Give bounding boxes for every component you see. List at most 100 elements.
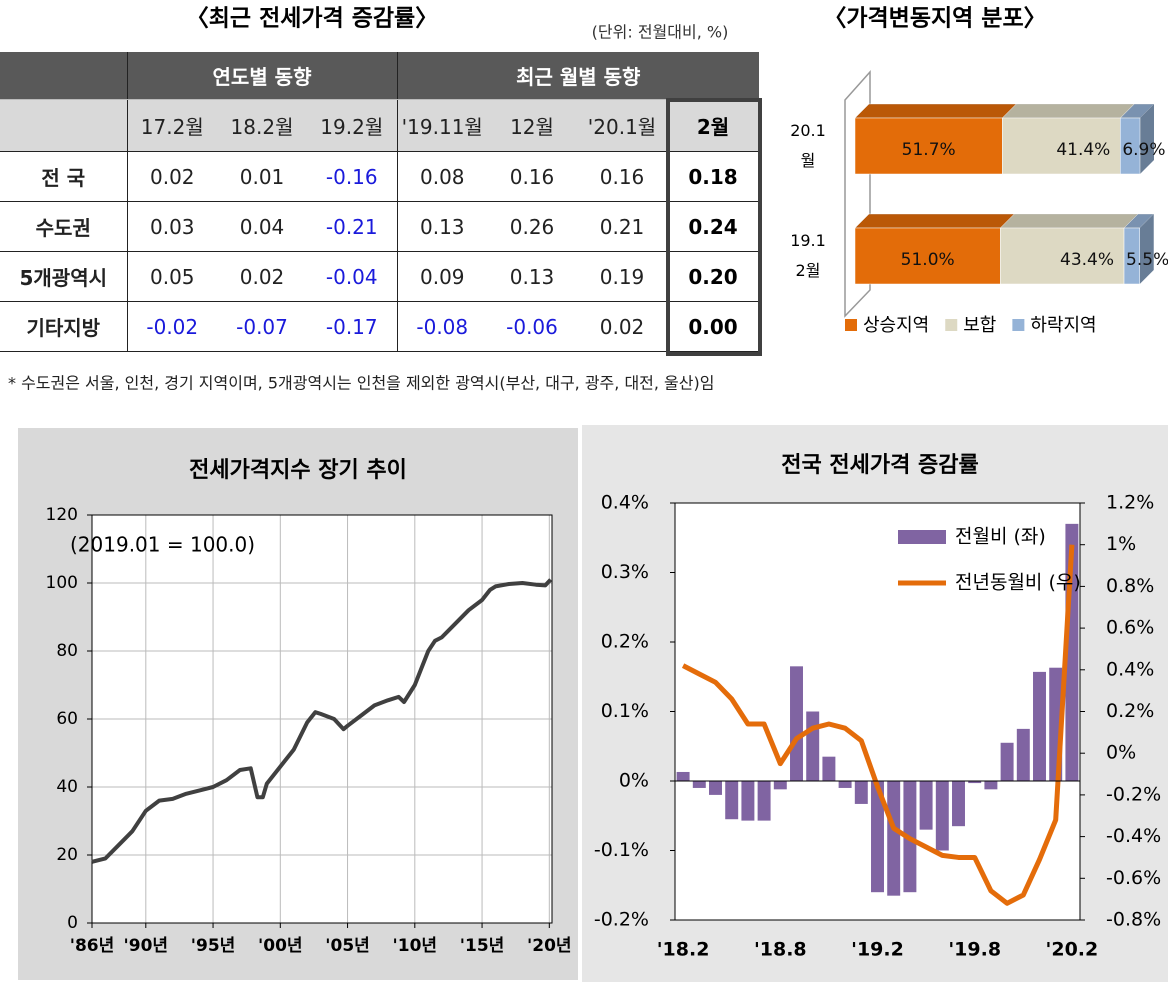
bar-top-shade [1124, 214, 1154, 228]
x-tick-label: '86년 [70, 936, 115, 956]
column-header: '19.11월 [397, 99, 487, 152]
table-cell: -0.02 [127, 301, 217, 352]
data-label: 6.9% [1122, 140, 1165, 160]
table-cell: 0.13 [487, 251, 577, 302]
legend-label: 하락지역 [1030, 315, 1096, 336]
plot-border [674, 502, 1081, 921]
table-cell: -0.16 [307, 151, 398, 202]
column-header-row: 17.2월 18.2월 19.2월 '19.11월 12월 '20.1월 2월 [0, 99, 759, 152]
blank-cell [0, 99, 128, 152]
legend-label: 상승지역 [863, 315, 929, 336]
bar [854, 117, 1003, 175]
y2-tick-label: -0.6% [1106, 867, 1161, 889]
bar [790, 666, 803, 781]
category-label: 20.1월 [790, 121, 826, 170]
table-cell: 0.05 [127, 251, 217, 302]
x-tick-label: '18.2 [657, 939, 710, 961]
table-cell: 0.09 [397, 251, 487, 302]
x-tick-label: '19.2 [851, 939, 904, 961]
line [681, 544, 1075, 906]
bar-side-shade [1139, 214, 1154, 284]
column-header: 2월 [667, 99, 759, 152]
bar-top-shade [855, 104, 1017, 118]
y-tick-label: 20 [56, 845, 78, 865]
table-cell: 0.02 [577, 301, 667, 352]
x-tick-label: '20.2 [1046, 939, 1099, 961]
bar-top-shade [1002, 104, 1135, 118]
legend-swatch [845, 319, 857, 331]
data-label: 41.4% [1056, 140, 1110, 160]
x-tick-label: '15년 [460, 936, 505, 956]
bar [773, 781, 787, 790]
table-title: 〈최근 전세가격 증감률〉 [186, 6, 438, 32]
bar [838, 781, 852, 788]
bar-side [1140, 104, 1154, 174]
y-tick-label: 0.3% [601, 561, 649, 583]
legend-swatch [1012, 319, 1025, 331]
column-header: 18.2월 [217, 99, 307, 152]
bar-side-shade [1140, 104, 1154, 174]
table-cell: 0.21 [577, 201, 667, 252]
bar [1000, 742, 1014, 781]
y-tick-label: 40 [56, 777, 78, 797]
table-row: 전 국 0.02 0.01 -0.16 0.08 0.16 0.16 0.18 [0, 151, 759, 202]
bar [952, 781, 965, 827]
row-label: 기타지방 [0, 301, 128, 352]
table-cell: 0.26 [487, 201, 577, 252]
table-cell: 0.16 [487, 151, 577, 202]
y-tick-label: 60 [56, 709, 78, 729]
bar [676, 771, 690, 781]
bar [984, 781, 998, 790]
bar-top-shade [1120, 104, 1154, 118]
legend-swatch [945, 319, 958, 331]
table-cell: 0.08 [397, 151, 487, 202]
y2-tick-label: -0.8% [1106, 909, 1161, 931]
table-cell: -0.06 [487, 301, 577, 352]
bar [1000, 227, 1125, 285]
x-tick-label: '19.8 [948, 939, 1001, 961]
data-label: 5.5% [1126, 250, 1168, 270]
legend-label: 전년동월비 (우) [955, 572, 1081, 594]
x-tick-label: '95년 [191, 936, 236, 956]
column-header: 12월 [487, 99, 577, 152]
column-header: 17.2월 [127, 99, 217, 152]
bar [1120, 117, 1141, 175]
y2-tick-label: 0.4% [1106, 658, 1154, 680]
bar [1016, 728, 1030, 781]
y-tick-label: -0.1% [594, 839, 649, 861]
x-tick-label: '20년 [527, 936, 572, 956]
y2-tick-label: -0.4% [1106, 825, 1161, 847]
bar [854, 781, 868, 804]
annotation: (2019.01 = 100.0) [70, 533, 255, 557]
data-label: 51.0% [901, 250, 955, 270]
data-table: 연도별 동향 최근 월별 동향 17.2월 18.2월 19.2월 '19.11월 12월 '… [0, 52, 759, 352]
category-label: 19.12월 [790, 231, 826, 280]
column-header: 19.2월 [307, 99, 398, 152]
chart-title: 〈가격변동지역 분포〉 [823, 6, 1046, 32]
y-tick-label: 0% [619, 770, 649, 792]
bar [968, 781, 982, 784]
data-label: 43.4% [1060, 250, 1114, 270]
y2-tick-label: 1.2% [1106, 492, 1154, 514]
x-tick-label: '00년 [258, 936, 303, 956]
group-header: 연도별 동향 [127, 52, 398, 100]
row-label: 5개광역시 [0, 251, 128, 302]
bar [1123, 227, 1140, 285]
table-cell: 0.00 [667, 301, 759, 352]
bar-side [1139, 214, 1154, 284]
data-label: 51.7% [902, 140, 956, 160]
bar [741, 781, 755, 821]
legend-label: 전월비 (좌) [955, 526, 1046, 548]
bar [709, 781, 722, 795]
y-tick-label: 120 [46, 505, 78, 525]
table-cell: -0.17 [307, 301, 398, 352]
row-label: 전 국 [0, 151, 128, 202]
y2-tick-label: 0.6% [1106, 617, 1154, 639]
table-cell: -0.07 [217, 301, 307, 352]
bar [935, 781, 949, 851]
table-cell: 0.13 [397, 201, 487, 252]
y-tick-label: 0.4% [601, 492, 649, 514]
row-label: 수도권 [0, 201, 128, 252]
table-cell: 0.02 [127, 151, 217, 202]
